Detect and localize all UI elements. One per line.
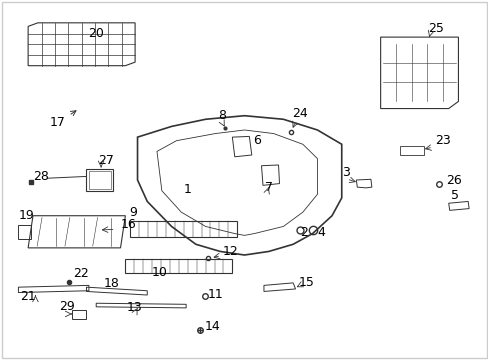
Bar — [399, 146, 424, 155]
Bar — [86, 169, 113, 191]
Text: 29: 29 — [59, 300, 74, 314]
Bar — [125, 258, 232, 273]
Text: 21: 21 — [20, 290, 36, 303]
Text: 16: 16 — [120, 218, 136, 231]
Bar — [89, 171, 111, 189]
Text: 5: 5 — [450, 189, 458, 202]
Text: 13: 13 — [126, 301, 142, 314]
Text: 27: 27 — [98, 154, 114, 167]
Text: 26: 26 — [446, 174, 461, 186]
Text: 22: 22 — [73, 267, 89, 280]
Text: 9: 9 — [128, 206, 136, 219]
Text: 8: 8 — [217, 109, 225, 122]
Text: 7: 7 — [264, 181, 272, 194]
Text: 14: 14 — [204, 320, 220, 333]
Text: 10: 10 — [152, 266, 168, 279]
Bar — [19, 225, 30, 239]
Text: 1: 1 — [183, 183, 191, 195]
Text: 17: 17 — [50, 111, 76, 129]
Text: 6: 6 — [253, 134, 261, 147]
Text: 28: 28 — [33, 170, 49, 183]
Text: 18: 18 — [103, 277, 119, 290]
Text: 23: 23 — [434, 134, 450, 147]
Text: 20: 20 — [88, 27, 104, 40]
Text: 3: 3 — [341, 166, 349, 179]
Text: 19: 19 — [19, 209, 34, 222]
Text: 25: 25 — [427, 22, 443, 35]
Text: 24: 24 — [291, 108, 307, 121]
Bar — [72, 310, 86, 319]
Text: 2: 2 — [299, 226, 307, 239]
Text: 4: 4 — [317, 226, 325, 239]
Text: 12: 12 — [222, 245, 238, 258]
Bar — [130, 221, 237, 237]
Text: 15: 15 — [298, 276, 314, 289]
Text: 11: 11 — [207, 288, 224, 301]
